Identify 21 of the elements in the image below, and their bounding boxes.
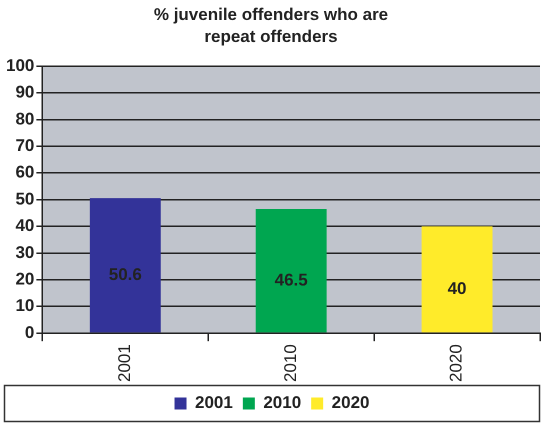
y-tick-label: 30 xyxy=(15,242,34,262)
chart-title: % juvenile offenders who are repeat offenders xyxy=(152,4,390,48)
x-tick-label: 2020 xyxy=(446,344,466,382)
y-tick-label: 10 xyxy=(15,296,34,316)
x-tick-label: 2010 xyxy=(280,344,300,382)
y-tick-label: 70 xyxy=(15,136,34,155)
y-tick-label: 80 xyxy=(15,109,34,128)
y-tick-label: 90 xyxy=(15,82,34,102)
y-tick-label: 60 xyxy=(15,162,34,182)
data-label: 40 xyxy=(448,279,467,298)
y-tick-label: 50 xyxy=(15,189,34,208)
data-label: 46.5 xyxy=(274,270,308,290)
x-tick-label: 2001 xyxy=(114,344,134,382)
y-tick-label: 20 xyxy=(15,269,34,288)
legend-label: 2001 xyxy=(195,393,233,412)
legend-label: 2020 xyxy=(332,393,370,412)
y-tick-label: 0 xyxy=(24,322,34,342)
y-tick-label: 100 xyxy=(6,56,34,75)
legend-label: 2010 xyxy=(263,393,302,412)
y-tick-label: 40 xyxy=(15,216,34,236)
data-label: 50.6 xyxy=(108,264,142,284)
